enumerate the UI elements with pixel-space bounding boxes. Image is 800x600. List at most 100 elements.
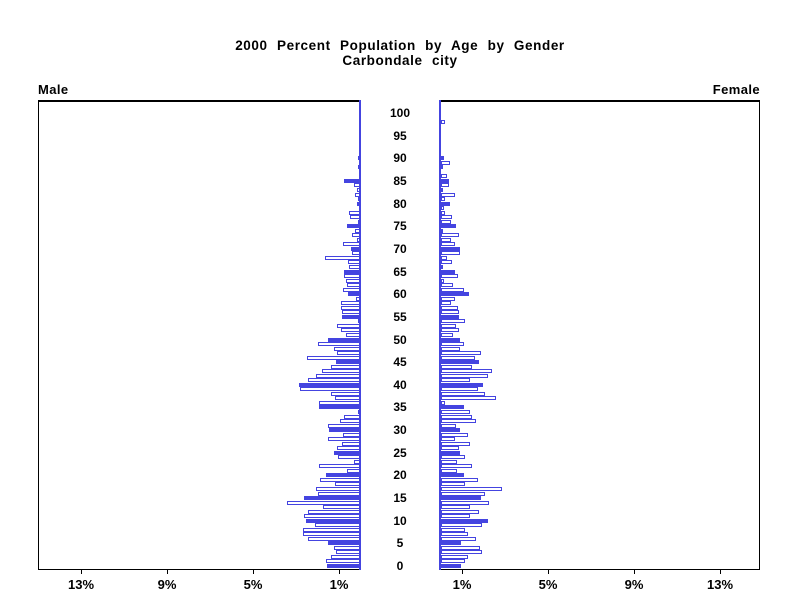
female-bar [441, 428, 460, 433]
female-bar [441, 246, 460, 251]
male-bar [355, 192, 360, 197]
female-bar [441, 373, 488, 378]
female-bar [441, 396, 496, 401]
female-bar [441, 514, 470, 519]
female-bar [441, 518, 488, 523]
female-bar [441, 482, 465, 487]
female-bar [441, 228, 443, 233]
male-bar [331, 554, 360, 559]
male-bar [337, 323, 360, 328]
female-x-tick-label: 13% [706, 577, 734, 592]
female-bar [441, 351, 481, 356]
age-tick-label: 90 [393, 151, 407, 166]
age-tick-label: 55 [393, 309, 407, 324]
male-bar [341, 328, 360, 333]
male-bar [334, 346, 360, 351]
age-tick-label: 30 [393, 423, 407, 438]
female-bar [441, 265, 443, 270]
male-bar [299, 382, 360, 387]
age-tick-label: 50 [393, 332, 407, 347]
female-panel-frame [439, 100, 760, 570]
male-x-tick-mark [339, 570, 340, 574]
male-bar [334, 450, 360, 455]
female-bar [441, 328, 459, 333]
female-bar [441, 296, 455, 301]
male-bar [342, 441, 360, 446]
female-bar [441, 423, 456, 428]
female-bar [441, 450, 460, 455]
female-bar [441, 473, 464, 478]
female-bar [441, 500, 489, 505]
male-bar [306, 518, 360, 523]
female-bar [441, 183, 449, 188]
age-tick-label: 85 [393, 173, 407, 188]
male-bar [350, 215, 360, 220]
male-bar [344, 178, 360, 183]
male-bar [347, 468, 360, 473]
male-bar [354, 459, 360, 464]
female-bar [441, 409, 470, 414]
female-bar [441, 174, 447, 179]
male-bar [343, 432, 360, 437]
male-bar [331, 391, 360, 396]
female-bar [441, 468, 457, 473]
female-bar [441, 437, 455, 442]
female-bar [441, 224, 456, 229]
female-bar [441, 215, 452, 220]
male-bar [328, 423, 360, 428]
female-bar [441, 360, 479, 365]
female-bar [441, 310, 459, 315]
male-bar [349, 210, 360, 215]
female-bar [441, 346, 460, 351]
male-bar [304, 514, 360, 519]
male-bar [358, 319, 360, 324]
male-bar [308, 509, 360, 514]
male-bar [349, 265, 360, 270]
male-bar [355, 228, 360, 233]
female-bar [441, 274, 458, 279]
male-bar [328, 337, 360, 342]
male-bar [304, 496, 360, 501]
male-bar [344, 274, 360, 279]
male-x-tick-label: 5% [243, 577, 263, 592]
female-bar [441, 391, 485, 396]
male-bar [319, 400, 360, 405]
male-bar [352, 233, 360, 238]
male-bar [352, 251, 360, 256]
female-bar [441, 455, 465, 460]
female-bar [441, 564, 461, 568]
female-bar [441, 278, 444, 283]
male-bar [341, 305, 360, 310]
female-bar [441, 441, 470, 446]
female-bar [441, 156, 444, 161]
age-tick-label: 20 [393, 468, 407, 483]
male-panel-label: Male [38, 82, 69, 97]
age-tick-label: 80 [393, 196, 407, 211]
male-bar [337, 446, 360, 451]
male-bar [356, 296, 360, 301]
age-tick-label: 5 [396, 536, 404, 551]
male-bar [318, 491, 360, 496]
female-bar [441, 446, 459, 451]
chart-title-line1: 2000 Percent Population by Age by Gender [235, 38, 565, 53]
female-bar [441, 251, 460, 256]
female-bar [441, 355, 475, 360]
male-bar [331, 364, 360, 369]
male-bar [307, 355, 360, 360]
age-tick-label: 95 [393, 128, 407, 143]
female-zero-axis-line [439, 100, 441, 570]
male-bar [343, 287, 360, 292]
female-bar [441, 541, 461, 546]
female-bar [441, 523, 482, 528]
female-bar [441, 283, 453, 288]
female-bar [441, 301, 451, 306]
female-bar [441, 400, 445, 405]
male-bar [328, 541, 360, 546]
female-bar [441, 405, 464, 410]
female-bar [441, 545, 480, 550]
female-bar [441, 255, 447, 260]
female-bar [441, 260, 452, 265]
age-tick-label: 15 [393, 491, 407, 506]
male-x-tick-label: 13% [67, 577, 95, 592]
